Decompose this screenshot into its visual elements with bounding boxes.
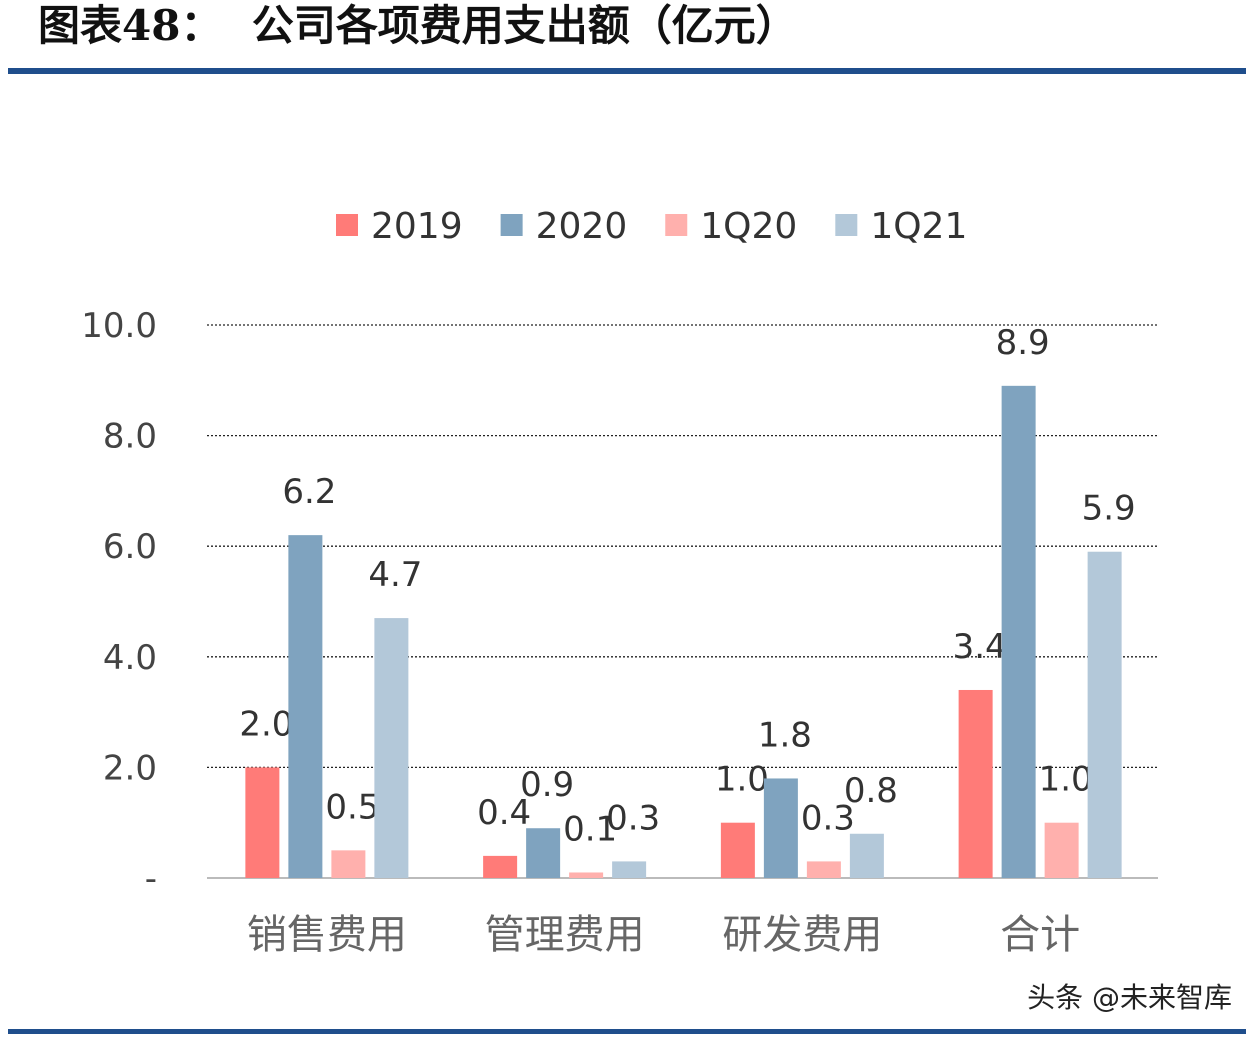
bar [958, 689, 993, 878]
data-label: 0.5 [325, 787, 379, 827]
bar [849, 833, 884, 878]
legend-swatch [665, 214, 688, 236]
bottom-divider [8, 1029, 1246, 1034]
data-label: 0.4 [477, 793, 531, 833]
data-label: 1.8 [758, 715, 812, 755]
y-tick-label: 6.0 [103, 527, 157, 567]
legend-label: 1Q20 [700, 206, 797, 247]
data-label: 4.7 [368, 555, 422, 595]
data-label: 8.9 [996, 323, 1050, 363]
data-label: 0.8 [844, 771, 898, 811]
bar [331, 850, 366, 878]
bar [245, 767, 280, 878]
y-tick-label: 10.0 [81, 306, 157, 346]
x-tick-label: 销售费用 [247, 912, 407, 958]
bar [763, 778, 798, 878]
bar [1044, 822, 1079, 878]
bar [526, 828, 561, 878]
top-divider [8, 68, 1246, 74]
data-label: 0.1 [563, 809, 617, 849]
bar [483, 855, 518, 878]
data-label: 0.9 [520, 765, 574, 805]
bar [288, 535, 323, 878]
data-label: 6.2 [282, 472, 336, 512]
data-label: 5.9 [1082, 489, 1136, 529]
x-tick-label: 合计 [1000, 912, 1080, 958]
y-tick-label: 4.0 [103, 638, 157, 678]
bar [1087, 551, 1122, 878]
legend-label: 2020 [536, 206, 628, 247]
legend-label: 1Q21 [870, 206, 967, 247]
data-label: 3.4 [953, 627, 1007, 667]
bar [569, 872, 604, 878]
legend-label: 2019 [371, 206, 463, 247]
legend-swatch [500, 214, 523, 236]
y-tick-label: 8.0 [103, 417, 157, 457]
data-label: 1.0 [1039, 760, 1093, 800]
y-tick-label: - [145, 859, 157, 899]
legend-swatch [835, 214, 858, 236]
x-tick-label: 研发费用 [722, 912, 882, 958]
bar [612, 861, 647, 878]
bar [720, 822, 755, 878]
page-title: 图表48： 公司各项费用支出额（亿元） [38, 1, 798, 50]
bar [1001, 385, 1036, 878]
y-tick-label: 2.0 [103, 748, 157, 788]
data-label: 1.0 [715, 760, 769, 800]
data-label: 2.0 [239, 704, 293, 744]
data-label: 0.3 [606, 798, 660, 838]
watermark: 头条 @未来智库 [1027, 981, 1232, 1014]
bar [374, 618, 409, 878]
data-label: 0.3 [801, 798, 855, 838]
legend-swatch [336, 214, 358, 236]
x-tick-label: 管理费用 [485, 912, 645, 958]
bar [806, 861, 841, 878]
